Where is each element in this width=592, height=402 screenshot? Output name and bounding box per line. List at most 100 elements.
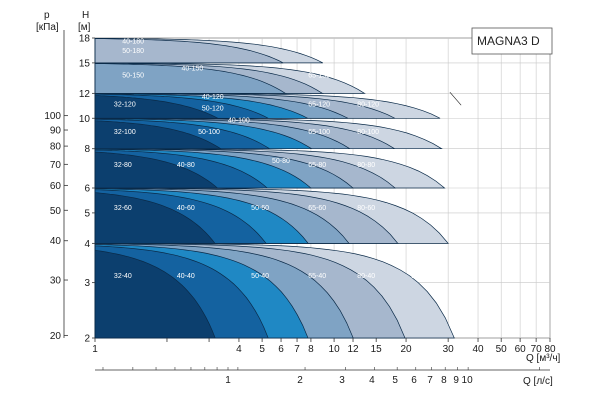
curve-label-80-40: 80-40	[357, 273, 375, 280]
curve-labels: 32-40 40-40 50-40 65-40 80-40 100-40 32-60 40-6…	[114, 38, 477, 280]
x2-tick-label: 4	[369, 375, 375, 386]
curve-label-40-150: 40-150	[181, 65, 203, 72]
y-tick-label: 10	[79, 114, 91, 125]
pump-area-40-180	[94, 38, 284, 64]
curve-label-32-80: 32-80	[114, 162, 132, 169]
pump-curve-areas	[94, 37, 455, 339]
x2-tick-label: 7	[427, 375, 433, 386]
curve-label-80-100: 80-100	[357, 129, 379, 136]
title-box	[471, 27, 553, 55]
curve-label-65-150: 65-150	[308, 72, 330, 79]
p-axis-title: p	[44, 10, 50, 21]
x2-tick-label: 3	[339, 375, 345, 386]
curve-label-80-60: 80-60	[357, 205, 375, 212]
y-tick-label: 8	[84, 144, 90, 155]
y-tick-label: 6	[84, 184, 90, 195]
pump-area-32-80	[94, 148, 219, 189]
x2-tick-label: 5	[392, 375, 398, 386]
x2-tick-label: 2	[297, 375, 303, 386]
pump-area-40-150	[94, 62, 287, 94]
axes: 1 4 5 6 7 8 10 12 15 20 30 40 50 60 70 801 2 3 4 5 6 7 8 9 10234…	[44, 30, 556, 386]
curve-label-40-40: 40-40	[177, 273, 195, 280]
curve-label-32-60: 32-60	[114, 205, 132, 212]
curve-label-50-150: 50-150	[122, 72, 144, 79]
curve-label-100-120: 100-120	[452, 85, 478, 92]
x2-tick-label: 9	[453, 375, 459, 386]
p-tick-label: 100	[44, 111, 61, 122]
x-tick-label: 20	[400, 344, 412, 355]
x-tick-label: 15	[371, 344, 383, 355]
curve-label-40-60: 40-60	[177, 205, 195, 212]
p-tick-label: 90	[50, 126, 62, 137]
curve-label-100-100: 100-100	[411, 129, 437, 136]
curve-label-65-100: 65-100	[308, 129, 330, 136]
curve-label-40-180: 40-180	[122, 38, 144, 45]
curve-label-50-100: 50-100	[198, 129, 220, 136]
x-tick-label: 70	[531, 344, 543, 355]
x-tick-label: 5	[259, 344, 265, 355]
x-tick-label: 10	[329, 344, 341, 355]
pump-area-32-60	[94, 188, 216, 244]
pump-area-32-40	[94, 243, 216, 339]
curve-label-65-60: 65-60	[308, 205, 326, 212]
p-tick-label: 70	[50, 160, 62, 171]
x-tick-label: 4	[236, 344, 242, 355]
x-tick-label: 6	[278, 344, 284, 355]
y-tick-label: 4	[84, 239, 90, 250]
curve-label-100-40: 100-40	[411, 273, 433, 280]
x2-axis-title: Q [л/с]	[523, 376, 553, 387]
x-axis-title: Q [м³/ч]	[526, 353, 561, 364]
p-tick-label: 60	[50, 181, 62, 192]
curve-label-32-120: 32-120	[114, 101, 136, 108]
curve-label-32-100: 32-100	[114, 129, 136, 136]
x-tick-label: 80	[544, 344, 556, 355]
x-tick-label: 60	[515, 344, 527, 355]
curve-label-100-60: 100-60	[411, 205, 433, 212]
x-tick-label: 50	[496, 344, 508, 355]
curve-label-40-120: 40-120	[202, 94, 224, 101]
curve-label-100-80: 100-80	[411, 162, 433, 169]
curve-label-32-40: 32-40	[114, 273, 132, 280]
label-leader	[449, 92, 462, 106]
x-tick-label: 8	[308, 344, 314, 355]
curve-label-50-180: 50-180	[122, 48, 144, 55]
curve-label-50-80: 50-80	[272, 158, 290, 165]
x2-tick-label: 10	[462, 375, 474, 386]
p-tick-label: 80	[50, 142, 62, 153]
y-tick-label: 15	[79, 58, 91, 69]
x-tick-label: 12	[347, 344, 359, 355]
curve-label-50-60: 50-60	[251, 205, 269, 212]
x2-tick-label: 8	[441, 375, 447, 386]
h-axis-unit: [м]	[78, 22, 91, 33]
h-axis-title: H	[82, 10, 89, 21]
curve-label-80-120: 80-120	[357, 101, 379, 108]
y-tick-label: 2	[84, 334, 90, 345]
p-tick-label: 50	[50, 206, 62, 217]
curve-label-65-120: 65-120	[308, 101, 330, 108]
pump-area-32-100	[94, 118, 222, 150]
curve-label-50-40: 50-40	[251, 273, 269, 280]
x2-tick-label: 6	[411, 375, 417, 386]
curve-label-40-100: 40-100	[228, 117, 250, 124]
p-tick-label: 20	[50, 331, 62, 342]
x-tick-label: 40	[472, 344, 484, 355]
y-tick-label: 5	[84, 208, 90, 219]
p-axis-unit: [кПа]	[36, 22, 59, 33]
p-tick-label: 30	[50, 276, 62, 287]
y-tick-label: 12	[79, 89, 91, 100]
y-tick-label: 18	[79, 34, 91, 45]
curve-label-80-80: 80-80	[357, 162, 375, 169]
x-tick-label: 7	[294, 344, 300, 355]
x-tick-label: 1	[92, 344, 98, 355]
curve-label-40-80: 40-80	[177, 162, 195, 169]
curve-label-50-120: 50-120	[202, 105, 224, 112]
chart-title: MAGNA3 D	[477, 34, 540, 48]
curve-label-65-40: 65-40	[308, 273, 326, 280]
x-tick-label: 30	[443, 344, 455, 355]
y-tick-label: 3	[84, 278, 90, 289]
x2-tick-label: 1	[225, 375, 231, 386]
pump-area-32-120	[94, 93, 219, 119]
curve-label-65-80: 65-80	[308, 162, 326, 169]
p-tick-label: 40	[50, 236, 62, 247]
